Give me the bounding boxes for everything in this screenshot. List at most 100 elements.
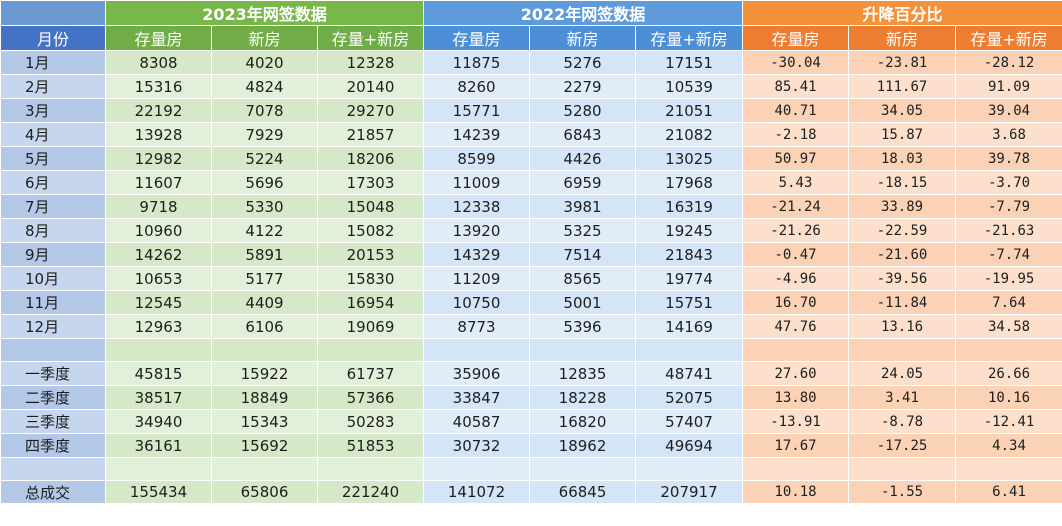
cell-change-total: 26.66 bbox=[955, 361, 1062, 386]
row-label: 12月 bbox=[0, 314, 106, 339]
cell-change-new: 33.89 bbox=[848, 194, 957, 219]
cell-2022-new: 5276 bbox=[529, 50, 637, 75]
cell-change-new: -18.15 bbox=[848, 170, 957, 195]
cell-2023-new: 5177 bbox=[211, 266, 318, 291]
cell-2022-total: 15751 bbox=[635, 290, 744, 315]
housing-sales-table: 2023年网签数据 2022年网签数据 升降百分比 月份 存量房 新房 存量+新… bbox=[0, 0, 1062, 504]
row-label: 三季度 bbox=[0, 409, 106, 434]
cell-2022-total: 48741 bbox=[635, 361, 744, 386]
cell-2022-new: 8565 bbox=[529, 266, 637, 291]
cell-2023-total: 12328 bbox=[316, 50, 425, 75]
cell-change-new: -8.78 bbox=[848, 409, 957, 434]
cell-2022-total bbox=[635, 338, 744, 362]
cell-2022-existing: 10750 bbox=[423, 290, 531, 315]
cell-change-new: -1.55 bbox=[848, 480, 957, 504]
cell-change-existing: -30.04 bbox=[742, 50, 850, 75]
cell-change-total: 39.78 bbox=[955, 146, 1062, 171]
cell-2022-total: 10539 bbox=[635, 74, 744, 99]
cell-change-existing: -21.26 bbox=[742, 218, 850, 243]
cell-change-existing: 85.41 bbox=[742, 74, 850, 99]
cell-2023-existing: 12982 bbox=[105, 146, 212, 171]
cell-change-new: -39.56 bbox=[848, 266, 957, 291]
cell-2023-total: 15082 bbox=[316, 218, 425, 243]
row-label: 2月 bbox=[0, 74, 106, 99]
cell-2022-total: 21082 bbox=[635, 122, 744, 147]
col-change-existing: 存量房 bbox=[742, 25, 850, 51]
cell-2023-new: 15692 bbox=[211, 433, 318, 458]
cell-change-new: -21.60 bbox=[848, 242, 957, 267]
cell-2022-total: 21843 bbox=[635, 242, 744, 267]
table-row: 11月 12545 4409 16954 10750 5001 15751 16.70 -11.… bbox=[0, 290, 1062, 315]
cell-2023-existing bbox=[105, 338, 212, 362]
cell-2022-new bbox=[529, 457, 637, 481]
cell-change-new bbox=[848, 338, 957, 362]
row-label: 7月 bbox=[0, 194, 106, 219]
cell-2022-existing: 141072 bbox=[423, 480, 531, 504]
cell-2022-total: 49694 bbox=[635, 433, 744, 458]
row-label: 10月 bbox=[0, 266, 106, 291]
cell-change-new bbox=[848, 457, 957, 481]
cell-change-new: 111.67 bbox=[848, 74, 957, 99]
cell-change-new: 18.03 bbox=[848, 146, 957, 171]
cell-2022-existing: 13920 bbox=[423, 218, 531, 243]
cell-change-new: -17.25 bbox=[848, 433, 957, 458]
cell-2022-existing: 11875 bbox=[423, 50, 531, 75]
cell-2023-existing bbox=[105, 457, 212, 481]
cell-change-existing: 16.70 bbox=[742, 290, 850, 315]
cell-change-new: 13.16 bbox=[848, 314, 957, 339]
cell-2023-total: 61737 bbox=[316, 361, 425, 386]
cell-2023-total: 19069 bbox=[316, 314, 425, 339]
cell-2022-new: 5325 bbox=[529, 218, 637, 243]
cell-2023-existing: 22192 bbox=[105, 98, 212, 123]
cell-2023-new: 4122 bbox=[211, 218, 318, 243]
cell-2023-new: 5330 bbox=[211, 194, 318, 219]
table-row: 6月 11607 5696 17303 11009 6959 17968 5.43 -18.15… bbox=[0, 170, 1062, 195]
cell-2022-existing: 8599 bbox=[423, 146, 531, 171]
cell-2023-total bbox=[316, 338, 425, 362]
cell-2023-existing: 36161 bbox=[105, 433, 212, 458]
cell-change-total: 34.58 bbox=[955, 314, 1062, 339]
cell-2023-total: 15048 bbox=[316, 194, 425, 219]
row-label: 9月 bbox=[0, 242, 106, 267]
cell-2023-new: 18849 bbox=[211, 385, 318, 410]
cell-2022-existing: 11009 bbox=[423, 170, 531, 195]
row-label: 1月 bbox=[0, 50, 106, 75]
cell-2022-new: 5001 bbox=[529, 290, 637, 315]
cell-2023-new: 15343 bbox=[211, 409, 318, 434]
cell-change-total: 6.41 bbox=[955, 480, 1062, 504]
cell-2023-new: 5696 bbox=[211, 170, 318, 195]
cell-change-total: -12.41 bbox=[955, 409, 1062, 434]
cell-2022-total bbox=[635, 457, 744, 481]
group-header-2023: 2023年网签数据 bbox=[104, 0, 425, 26]
cell-2022-total: 19774 bbox=[635, 266, 744, 291]
cell-2023-total: 51853 bbox=[316, 433, 425, 458]
cell-2023-existing: 45815 bbox=[105, 361, 212, 386]
row-label bbox=[0, 457, 106, 481]
table-row: 一季度 45815 15922 61737 35906 12835 48741 27.60 24… bbox=[0, 361, 1062, 386]
cell-2023-new bbox=[211, 457, 318, 481]
cell-2022-existing bbox=[423, 457, 531, 481]
cell-2023-total: 20140 bbox=[316, 74, 425, 99]
row-label bbox=[0, 338, 106, 362]
table-row: 8月 10960 4122 15082 13920 5325 19245 -21.26 -22.… bbox=[0, 218, 1062, 243]
cell-2023-new: 15922 bbox=[211, 361, 318, 386]
table-row: 二季度 38517 18849 57366 33847 18228 52075 13.80 3.… bbox=[0, 385, 1062, 410]
table-row: 三季度 34940 15343 50283 40587 16820 57407 -13.91-… bbox=[0, 409, 1062, 434]
group-header-row: 2023年网签数据 2022年网签数据 升降百分比 bbox=[0, 0, 1062, 26]
cell-change-total: -19.95 bbox=[955, 266, 1062, 291]
cell-2023-total: 50283 bbox=[316, 409, 425, 434]
cell-change-total bbox=[955, 338, 1062, 362]
cell-2022-new: 18228 bbox=[529, 385, 637, 410]
cell-change-existing: -13.91 bbox=[742, 409, 850, 434]
cell-2022-new: 16820 bbox=[529, 409, 637, 434]
cell-2023-new: 5224 bbox=[211, 146, 318, 171]
cell-2022-total: 21051 bbox=[635, 98, 744, 123]
cell-2022-existing: 14239 bbox=[423, 122, 531, 147]
row-label: 二季度 bbox=[0, 385, 106, 410]
cell-2023-existing: 8308 bbox=[105, 50, 212, 75]
cell-change-total: 4.34 bbox=[955, 433, 1062, 458]
cell-change-total: -3.70 bbox=[955, 170, 1062, 195]
cell-2022-total: 17151 bbox=[635, 50, 744, 75]
col-2023-total: 存量+新房 bbox=[316, 25, 425, 51]
table-row: 10月 10653 5177 15830 11209 8565 19774 -4.96 -39.… bbox=[0, 266, 1062, 291]
